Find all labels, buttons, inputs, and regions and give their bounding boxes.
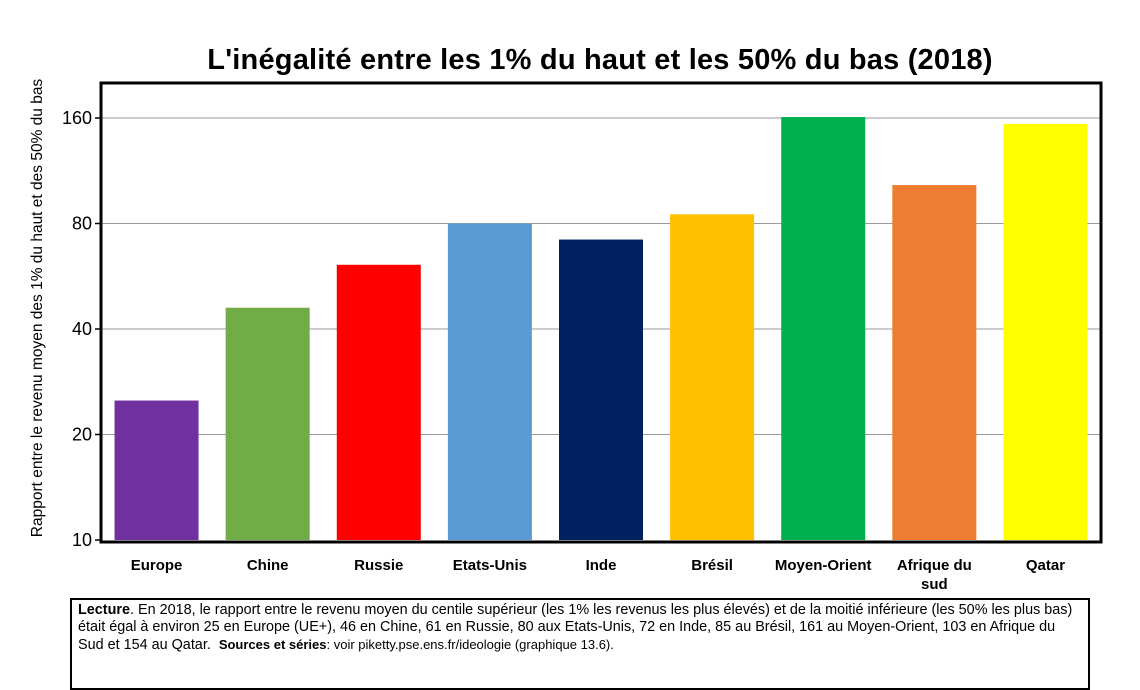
x-tick-label: Etats-Unis	[453, 557, 527, 574]
x-tick-label: Russie	[354, 557, 403, 574]
x-tick-label: Afrique du sud	[897, 557, 972, 593]
bar-europe	[114, 400, 199, 540]
x-tick-label: Inde	[586, 557, 617, 574]
bar-etats-unis	[447, 223, 532, 540]
y-tick-label: 80	[72, 214, 92, 234]
x-tick-label: Brésil	[691, 557, 733, 574]
reading-note: Lecture. En 2018, le rapport entre le re…	[70, 598, 1090, 690]
note-lead: Lecture	[78, 602, 130, 618]
bar-inde	[559, 239, 643, 541]
bar-moyen-orient	[781, 117, 866, 540]
bar-afrique-du-sud	[892, 185, 977, 541]
chart-title: L'inégalité entre les 1% du haut et les …	[207, 44, 993, 76]
x-tick-label: Chine	[247, 557, 289, 574]
plot-frame	[99, 81, 1103, 544]
y-tick-label: 20	[72, 425, 92, 445]
bars	[114, 117, 1088, 541]
y-ticks: 10 20 40 80 160	[62, 108, 102, 550]
bar-russie	[336, 264, 421, 540]
y-tick-label: 10	[72, 530, 92, 550]
note-sources-text: : voir piketty.pse.ens.fr/ideologie (gra…	[326, 637, 614, 652]
x-tick-label: Qatar	[1026, 557, 1065, 574]
y-tick-label: 160	[62, 108, 92, 128]
bar-qatar	[1003, 123, 1088, 540]
x-tick-label: Moyen-Orient	[775, 557, 872, 574]
bar-chart: 10 20 40 80 160 Europe Chine Russie Etats-Unis I…	[62, 81, 1103, 593]
y-tick-label: 40	[72, 319, 92, 339]
note-text: . En 2018, le rapport entre le revenu mo…	[78, 602, 1073, 653]
bar-br-sil	[670, 214, 755, 540]
x-labels: Europe Chine Russie Etats-Unis Inde Brésil Moy…	[131, 557, 1065, 593]
note-sources-label: Sources et séries	[218, 637, 327, 652]
x-tick-label: Europe	[131, 557, 183, 574]
bar-chine	[225, 307, 310, 540]
